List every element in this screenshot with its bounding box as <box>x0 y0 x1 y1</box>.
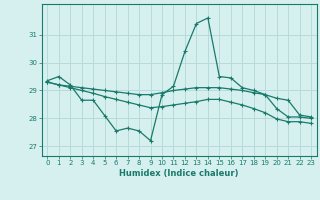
X-axis label: Humidex (Indice chaleur): Humidex (Indice chaleur) <box>119 169 239 178</box>
